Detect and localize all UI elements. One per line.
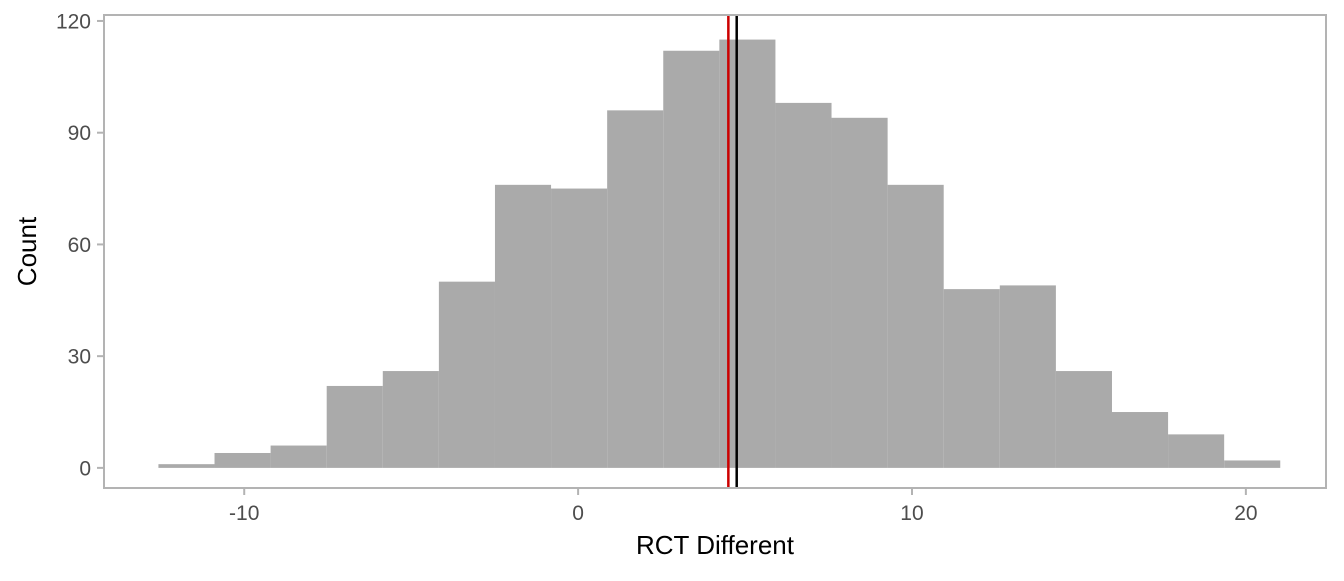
histogram-bar (663, 50, 720, 468)
x-axis: -10 0 10 20 (229, 488, 1258, 525)
y-tick-label: 90 (68, 122, 91, 145)
y-tick-label: 30 (68, 346, 91, 369)
x-tick-label: 10 (900, 502, 923, 525)
histogram-bar (158, 464, 215, 468)
histogram-bar (775, 102, 832, 468)
y-axis-title: Count (12, 216, 42, 286)
y-tick-label: 120 (56, 10, 91, 33)
histogram-bar (831, 117, 888, 468)
histogram-bar (999, 285, 1056, 468)
histogram-bar (551, 188, 608, 468)
histogram-bar (607, 110, 664, 468)
histogram-bar (943, 289, 1000, 468)
histogram-bar (1224, 460, 1281, 468)
y-axis: 0 30 60 90 120 (56, 10, 104, 480)
x-tick-label: 0 (572, 502, 584, 525)
y-tick-label: 0 (79, 457, 91, 480)
histogram-bar (214, 452, 271, 468)
histogram-bar (887, 184, 944, 468)
y-tick-label: 60 (68, 234, 91, 257)
histogram-bar (438, 281, 495, 468)
x-axis-title: RCT Different (636, 530, 795, 560)
histogram-bar (494, 184, 552, 468)
bars-layer (158, 39, 1281, 468)
histogram-bar (382, 371, 439, 468)
panel-border (103, 14, 1327, 489)
x-tick-label: -10 (229, 502, 259, 525)
histogram-bar (1168, 434, 1225, 468)
histogram-bar (1111, 412, 1169, 468)
reference-lines-layer (727, 15, 738, 488)
histogram-bar (326, 385, 383, 468)
x-tick-label: 20 (1234, 502, 1257, 525)
histogram-bar (270, 445, 327, 468)
histogram-bar (1055, 371, 1112, 468)
